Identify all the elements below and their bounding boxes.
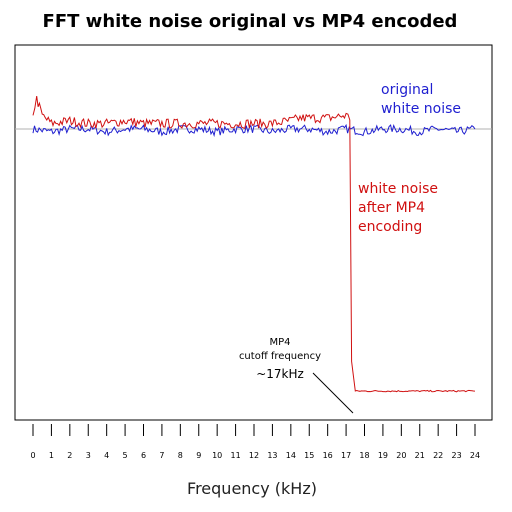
annotation-cutoff-1: MP4 — [269, 337, 290, 348]
x-tick-label: 1 — [49, 451, 54, 460]
annotation-mp4-3: encoding — [358, 219, 422, 235]
x-tick-label: 6 — [141, 451, 146, 460]
annotation-original-1: original — [381, 82, 433, 98]
x-tick-label: 22 — [433, 451, 443, 460]
x-tick-label: 0 — [30, 451, 35, 460]
x-tick-label: 8 — [178, 451, 183, 460]
x-tick-label: 17 — [341, 451, 351, 460]
x-tick-label: 3 — [86, 451, 91, 460]
x-tick-label: 10 — [212, 451, 222, 460]
x-tick-label: 16 — [323, 451, 333, 460]
x-tick-label: 23 — [451, 451, 461, 460]
annotation-cutoff-3: ~17kHz — [256, 367, 304, 381]
annotation-original-2: white noise — [381, 101, 461, 117]
x-tick-label: 14 — [286, 451, 296, 460]
plot-frame — [14, 44, 493, 421]
chart-title: FFT white noise original vs MP4 encoded — [43, 11, 458, 32]
x-tick-label: 4 — [104, 451, 109, 460]
x-tick-label: 21 — [415, 451, 425, 460]
x-tick-label: 7 — [159, 451, 164, 460]
x-axis-label: Frequency (kHz) — [187, 479, 317, 498]
series-after-mp4-line — [32, 96, 476, 393]
x-tick-label: 13 — [267, 451, 277, 460]
annotation-mp4-1: white noise — [358, 181, 438, 197]
x-axis: 0 1 2 3 4 5 6 7 8 9 10 11 12 13 14 15 16 17 18 19 20 21 22 23 24 — [30, 424, 480, 460]
annotation-cutoff-2: cutoff frequency — [239, 351, 321, 362]
x-tick-label: 15 — [304, 451, 314, 460]
x-tick-label: 11 — [230, 451, 240, 460]
x-tick-label: 2 — [67, 451, 72, 460]
cutoff-pointer-line — [312, 372, 354, 414]
x-tick-label: 9 — [196, 451, 201, 460]
x-tick-label: 12 — [249, 451, 259, 460]
annotation-mp4-2: after MP4 — [358, 200, 425, 216]
series-original-line — [32, 123, 476, 138]
x-tick-label: 5 — [123, 451, 128, 460]
x-tick-label: 24 — [470, 451, 480, 460]
x-tick-label: 20 — [396, 451, 406, 460]
x-tick-label: 18 — [359, 451, 369, 460]
x-tick-label: 19 — [378, 451, 388, 460]
